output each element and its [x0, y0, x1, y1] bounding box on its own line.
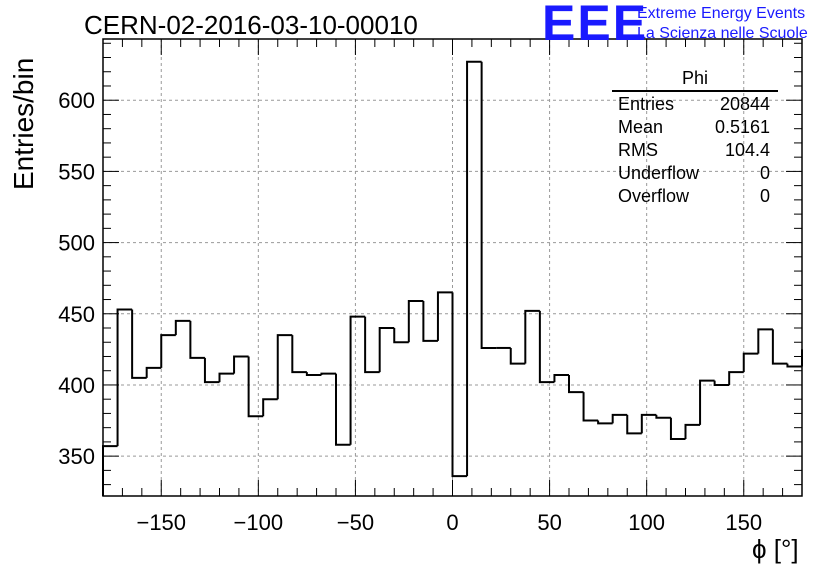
y-tick-label: 350 [58, 444, 95, 469]
histogram-bin [640, 413, 657, 434]
y-tick-label: 450 [58, 302, 95, 327]
histogram-bin [131, 309, 147, 379]
stats-box-title: Phi [612, 68, 778, 92]
histogram-bin [276, 334, 293, 400]
histogram-bin [203, 357, 220, 384]
y-tick-label: 550 [58, 159, 95, 184]
stats-label: Entries [618, 94, 675, 114]
x-tick-label: 150 [725, 510, 762, 535]
eee-logo: EEE [542, 0, 649, 51]
histogram-bin [378, 327, 395, 373]
histogram-bin [757, 328, 773, 354]
histogram-bin [189, 320, 205, 359]
histogram-bin [466, 60, 482, 477]
histogram-bin [160, 334, 176, 368]
y-axis-ticks: 350 400 450 500 550 600 [58, 42, 802, 486]
histogram-bin [349, 315, 366, 445]
histogram-bin [102, 445, 118, 496]
histogram-bin [524, 309, 540, 364]
histogram-bin [262, 398, 278, 417]
y-tick-label: 400 [58, 373, 95, 398]
x-tick-label: −150 [136, 510, 186, 535]
histogram-bin [116, 308, 133, 447]
stats-row: Overflow 0 [612, 186, 778, 209]
stats-label: RMS [618, 140, 658, 160]
stats-row: Mean 0.5161 [612, 117, 778, 140]
histogram-bin [582, 392, 599, 422]
histogram-bin [611, 413, 628, 424]
histogram-bin [393, 328, 409, 344]
y-tick-label: 500 [58, 231, 95, 256]
histogram-bin [218, 372, 235, 383]
histogram-bin [451, 292, 468, 478]
histogram-bin [713, 380, 730, 386]
stats-value: 20844 [719, 94, 770, 114]
y-axis-label: Entries/bin [8, 57, 39, 190]
histogram-bin [305, 372, 322, 376]
histogram-bin [247, 356, 264, 418]
histogram-bin [436, 291, 453, 341]
x-tick-label: 50 [537, 510, 561, 535]
histogram-bin [174, 319, 191, 336]
histogram-bin [407, 299, 424, 343]
histogram-bin [597, 420, 613, 425]
stats-value: 0 [759, 186, 770, 206]
x-axis-ticks: −150 −100 −50 0 50 100 150 [102, 39, 803, 535]
x-tick-label: −50 [337, 510, 374, 535]
histogram-bin [364, 316, 380, 374]
logo-caption: Extreme Energy Events La Scienza nelle S… [637, 4, 808, 44]
histogram-bin [568, 374, 584, 394]
histogram-bin [655, 414, 671, 419]
histogram-bin [320, 372, 336, 375]
histogram-bin [422, 300, 438, 342]
histogram-bin [553, 373, 569, 383]
histogram-bin [509, 347, 526, 365]
histogram-bin [669, 417, 686, 441]
stats-label: Overflow [618, 186, 690, 206]
histogram-bin [728, 371, 744, 385]
histogram-bin [291, 335, 307, 374]
histogram-bin [335, 373, 351, 446]
stats-value: 0 [759, 163, 770, 183]
logo-caption-line1: Extreme Energy Events [637, 5, 806, 22]
y-tick-label: 600 [58, 88, 95, 113]
histogram-bin [684, 423, 701, 440]
histogram-bin [145, 366, 162, 378]
histogram-bin [626, 414, 642, 435]
stats-box: Phi Entries 20844 Mean 0.5161 RMS 104.4 Und… [612, 68, 778, 209]
stats-label: Mean [618, 117, 664, 137]
chart-title: CERN-02-2016-03-10-00010 [84, 10, 418, 40]
logo-caption-line2: La Scienza nelle Scuole [637, 25, 808, 42]
x-tick-label: 100 [628, 510, 665, 535]
histogram-bin [538, 310, 555, 384]
stats-label: Underflow [618, 163, 700, 183]
histogram-bin [771, 329, 788, 365]
stats-value: 0.5161 [714, 117, 770, 137]
histogram-bin [786, 363, 802, 368]
histogram-bin [742, 352, 759, 373]
stats-row: RMS 104.4 [612, 140, 778, 163]
histogram-bin [480, 61, 497, 349]
stats-row: Underflow 0 [612, 163, 778, 186]
histogram-bin [233, 355, 249, 374]
histogram-bin [699, 379, 715, 425]
stats-row: Entries 20844 [612, 94, 778, 117]
stats-value: 104.4 [724, 140, 770, 160]
x-tick-label: 0 [446, 510, 458, 535]
x-tick-label: −100 [234, 510, 284, 535]
x-axis-label: ϕ [°] [752, 534, 799, 564]
